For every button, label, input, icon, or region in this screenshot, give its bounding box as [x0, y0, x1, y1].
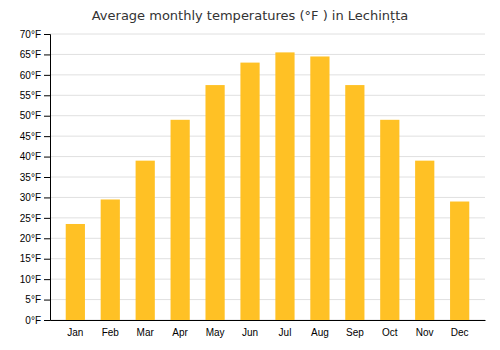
y-tick-mark — [44, 157, 50, 158]
y-tick: 20°F — [20, 233, 50, 244]
bar — [240, 63, 259, 320]
bar — [101, 199, 120, 320]
y-tick: 60°F — [20, 70, 50, 81]
x-tick-label: Mar — [137, 327, 155, 338]
y-tick: 25°F — [20, 213, 50, 224]
y-tick: 30°F — [20, 192, 50, 203]
title: Average monthly temperatures (°F ) in Le… — [92, 8, 409, 23]
x-axis: Jan Feb Mar Apr May Jun Jul Aug Sep Oct Nov Dec — [51, 321, 486, 339]
y-tick-label: 0°F — [25, 315, 41, 326]
x-tick: Sep — [346, 327, 364, 338]
x-tick-label: Dec — [451, 327, 469, 338]
grid-line — [50, 74, 485, 75]
y-tick-label: 20°F — [20, 233, 41, 244]
y-tick-label: 40°F — [20, 151, 41, 162]
y-tick-label: 55°F — [20, 90, 41, 101]
x-tick: Aug — [311, 327, 329, 338]
y-tick: 5°F — [25, 294, 50, 305]
y-tick: 15°F — [20, 253, 50, 264]
y-axis-line — [44, 35, 51, 321]
bar — [450, 202, 469, 320]
x-tick: Apr — [172, 327, 188, 338]
grid-line — [50, 95, 485, 96]
bar — [415, 161, 434, 320]
y-tick-label: 50°F — [20, 110, 41, 121]
x-tick: Oct — [382, 327, 398, 338]
y-tick: 65°F — [20, 49, 50, 60]
y-tick: 55°F — [20, 90, 50, 101]
plot: 0°F 5°F 10°F 15°F 20°F 25°F 30°F 35°F 40°F 45°F 50… — [20, 29, 486, 338]
grid-line — [50, 156, 485, 157]
bar — [380, 120, 399, 320]
bar — [310, 56, 329, 320]
grid-line — [50, 34, 485, 35]
y-tick-label: 5°F — [25, 294, 41, 305]
grid-line — [50, 54, 485, 55]
x-tick-label: Sep — [346, 327, 364, 338]
y-axis: 0°F 5°F 10°F 15°F 20°F 25°F 30°F 35°F 40°F 45°F 50… — [20, 29, 51, 326]
bar — [171, 120, 190, 320]
y-tick: 35°F — [20, 172, 50, 183]
grid-line — [50, 136, 485, 137]
bar — [136, 161, 155, 320]
y-tick-mark — [44, 197, 50, 198]
y-tick-label: 35°F — [20, 172, 41, 183]
bar — [345, 85, 364, 320]
y-tick: 0°F — [25, 315, 50, 326]
y-tick-mark — [44, 218, 50, 219]
y-tick-label: 10°F — [20, 274, 41, 285]
y-tick-label: 65°F — [20, 49, 41, 60]
y-tick-mark — [44, 320, 50, 321]
x-axis-line — [51, 320, 486, 321]
y-tick-mark — [44, 75, 50, 76]
x-tick-label: Aug — [311, 327, 329, 338]
grid — [50, 34, 485, 320]
x-tick-label: Jul — [279, 327, 292, 338]
x-tick-label: Jun — [242, 327, 258, 338]
y-tick-label: 60°F — [20, 70, 41, 81]
x-tick-label: Nov — [416, 327, 434, 338]
x-tick-label: Apr — [172, 327, 188, 338]
x-tick-label: Jan — [67, 327, 83, 338]
y-tick-mark — [44, 95, 50, 96]
y-tick-mark — [44, 177, 50, 178]
bars — [66, 52, 470, 320]
y-tick-mark — [44, 279, 50, 280]
x-tick: Jun — [242, 327, 258, 338]
y-tick: 70°F — [20, 29, 50, 40]
y-tick-mark — [44, 116, 50, 117]
x-tick-label: Oct — [382, 327, 398, 338]
bar — [205, 85, 224, 320]
y-tick-label: 70°F — [20, 29, 41, 40]
x-tick: Jul — [279, 327, 292, 338]
bar — [66, 224, 85, 320]
y-tick-label: 15°F — [20, 253, 41, 264]
x-tick: Dec — [451, 327, 469, 338]
grid-line — [50, 115, 485, 116]
y-tick: 10°F — [20, 274, 50, 285]
x-tick: Mar — [137, 327, 155, 338]
bar — [275, 52, 294, 320]
y-tick-mark — [44, 34, 50, 35]
x-tick: May — [206, 327, 225, 338]
y-tick-mark — [44, 54, 50, 55]
y-tick-label: 25°F — [20, 213, 41, 224]
y-tick-mark — [44, 136, 50, 137]
x-tick-label: Feb — [102, 327, 120, 338]
x-tick: Feb — [102, 327, 120, 338]
y-tick-mark — [44, 300, 50, 301]
x-tick-label: May — [206, 327, 225, 338]
y-tick: 45°F — [20, 131, 50, 142]
y-tick-mark — [44, 238, 50, 239]
x-tick: Jan — [67, 327, 83, 338]
y-tick-label: 30°F — [20, 192, 41, 203]
y-tick-label: 45°F — [20, 131, 41, 142]
x-tick: Nov — [416, 327, 434, 338]
y-tick-mark — [44, 259, 50, 260]
y-tick: 50°F — [20, 110, 50, 121]
chart: Average monthly temperatures (°F ) in Le… — [0, 0, 500, 350]
y-tick: 40°F — [20, 151, 50, 162]
